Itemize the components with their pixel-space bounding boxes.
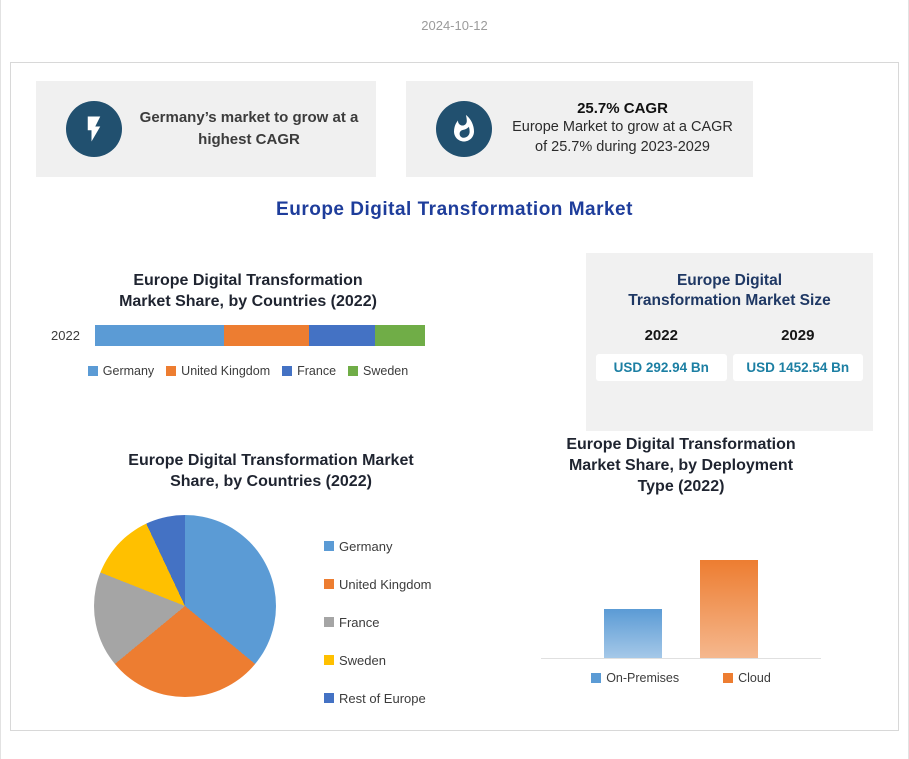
legend-label: France [339, 614, 380, 630]
deployment-legend: On-Premises Cloud [491, 671, 871, 685]
stacked-bar-segment-sweden [375, 324, 425, 346]
callout-germany-cagr: Germany’s market to grow at a highest CA… [36, 81, 376, 177]
legend-swatch [282, 365, 293, 376]
pie-legend: Germany United Kingdom France Sweden Rest of… [324, 515, 432, 706]
legend-item-cloud: Cloud [723, 671, 771, 685]
callout-europe-cagr: 25.7% CAGR Europe Market to grow at a CA… [406, 81, 753, 177]
market-size-value-2022: USD 292.94 Bn [596, 354, 727, 382]
deployment-bar-cloud [700, 560, 758, 659]
legend-swatch [324, 655, 334, 666]
countries-pie-chart: Europe Digital Transformation Market Sha… [56, 451, 486, 706]
legend-label: United Kingdom [339, 576, 432, 592]
legend-swatch [324, 579, 334, 590]
market-size-year-2022: 2022 [644, 327, 678, 345]
legend-swatch [723, 673, 734, 684]
pie-title: Europe Digital Transformation Market Sha… [128, 452, 414, 490]
legend-swatch [87, 365, 98, 376]
flame-icon [436, 101, 492, 157]
legend-item-germany: Germany [87, 363, 155, 378]
legend-item-sweden: Sweden [348, 364, 408, 378]
legend-label: Cloud [738, 671, 771, 686]
stacked-bar-legend: Germany United Kingdom France Sweden [33, 364, 463, 378]
stacked-bar-title: Europe Digital Transformation Market Sha… [119, 272, 377, 310]
market-size-columns: 2022 USD 292.94 Bn 2029 USD 1452.54 Bn [596, 327, 863, 382]
legend-item-on-premises: On-Premises [591, 671, 679, 685]
market-size-col-2029: 2029 USD 1452.54 Bn [732, 327, 863, 382]
legend-item-united-kingdom: United Kingdom [324, 577, 432, 592]
market-size-col-2022: 2022 USD 292.94 Bn [596, 327, 727, 382]
legend-label: Rest of Europe [339, 690, 426, 706]
legend-swatch [324, 693, 334, 704]
legend-item-sweden: Sweden [324, 653, 432, 668]
stacked-bar-segment-germany [95, 324, 224, 346]
legend-label: United Kingdom [181, 363, 271, 378]
lightning-icon [66, 101, 122, 157]
legend-label: Sweden [363, 363, 409, 378]
legend-label: Sweden [339, 652, 386, 668]
main-title: Europe Digital Transformation Market [276, 199, 633, 220]
legend-label: Germany [102, 363, 155, 378]
callout-europe-headline: 25.7% CAGR [577, 100, 668, 118]
market-size-year-2029: 2029 [781, 327, 815, 345]
stacked-bar [95, 324, 425, 346]
callout-europe-body: 25.7% CAGR Europe Market to grow at a CA… [492, 100, 753, 157]
deployment-bar-on-premises [604, 609, 662, 659]
legend-item-united-kingdom: United Kingdom [166, 364, 270, 378]
legend-swatch [166, 365, 177, 376]
date-label: 2024-10-12 [421, 18, 488, 33]
callout-germany-text: Germany’s market to grow at a highest CA… [139, 108, 359, 149]
legend-item-germany: Germany [324, 539, 432, 554]
legend-item-rest-of-europe: Rest of Europe [324, 691, 432, 706]
infographic-frame: Germany’s market to grow at a highest CA… [10, 62, 899, 731]
deployment-bar-chart: Europe Digital Transformation Market Sha… [491, 435, 871, 685]
stacked-bar-row: 2022 [33, 324, 463, 346]
market-size-value-2029: USD 1452.54 Bn [732, 354, 863, 382]
legend-swatch [348, 365, 359, 376]
pie-wrap: Germany United Kingdom France Sweden Rest of… [56, 514, 486, 706]
legend-swatch [591, 673, 602, 684]
stacked-bar-category-label: 2022 [51, 327, 80, 343]
callout-europe-text: Europe Market to grow at a CAGR of 25.7%… [512, 119, 733, 155]
legend-swatch [324, 541, 334, 552]
legend-swatch [324, 617, 334, 628]
legend-item-france: France [282, 364, 336, 378]
pie [94, 514, 276, 697]
stacked-bar-segment-united-kingdom [223, 324, 310, 346]
legend-label: On-Premises [606, 671, 680, 686]
stacked-bar-segment-france [309, 324, 376, 346]
legend-label: France [297, 363, 337, 378]
legend-item-france: France [324, 615, 432, 630]
market-size-title: Europe Digital Transformation Market Siz… [628, 272, 831, 310]
deployment-bars [541, 509, 821, 660]
deployment-title: Europe Digital Transformation Market Sha… [566, 436, 796, 495]
legend-label: Germany [339, 538, 393, 554]
countries-stacked-bar-chart: Europe Digital Transformation Market Sha… [33, 271, 463, 378]
market-size-panel: Europe Digital Transformation Market Siz… [586, 253, 873, 431]
